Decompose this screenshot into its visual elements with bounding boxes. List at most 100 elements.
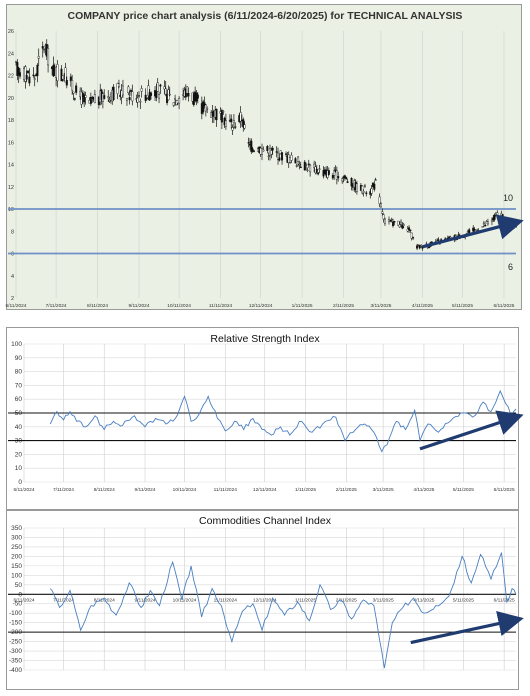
candle-body [72, 91, 75, 94]
candle-body [47, 48, 50, 66]
rsi-y-tick-label: 100 [11, 341, 22, 348]
candle-body [84, 95, 87, 98]
cci-y-tick-label: -250 [9, 639, 22, 646]
price-x-tick-label: 12/11/2024 [249, 303, 273, 309]
candle-body [298, 164, 301, 166]
candle-body [159, 84, 162, 87]
candle-body [502, 220, 505, 223]
cci-x-tick-label: 12/11/2024 [253, 597, 277, 603]
candle-body [381, 211, 384, 214]
candle-body [400, 221, 403, 225]
rsi-x-tick-label: 4/11/2025 [413, 487, 434, 493]
candle-body [202, 101, 205, 113]
candle-body [417, 244, 420, 246]
candle-body [232, 120, 235, 124]
candle-body [83, 94, 86, 103]
cci-x-tick-label: 3/11/2025 [373, 597, 394, 603]
cci-x-tick-label: 4/11/2025 [413, 597, 434, 603]
cci-y-tick-label: -100 [9, 610, 22, 617]
candle-body [493, 214, 496, 220]
candle-body [103, 95, 106, 99]
candle-body [89, 97, 92, 104]
candle-body [56, 64, 59, 81]
candle-body [150, 92, 153, 96]
cci-series-line [49, 552, 517, 669]
candle-body [155, 91, 158, 98]
price-x-tick-label: 1/11/2025 [292, 303, 313, 309]
candle-body [231, 127, 234, 131]
candle-body [251, 148, 254, 152]
candle-body [393, 221, 396, 223]
candle-body [168, 93, 171, 96]
candle-body [33, 78, 36, 80]
cci-y-tick-label: -400 [9, 667, 22, 674]
cci-x-tick-label: 7/11/2024 [53, 597, 74, 603]
candle-body [496, 212, 499, 216]
candle-body [303, 161, 306, 171]
candle-body [270, 150, 273, 155]
price-y-tick-label: 22 [8, 74, 14, 80]
support-level-label: 6 [508, 262, 514, 272]
candle-body [75, 85, 78, 93]
price-y-tick-label: 20 [8, 96, 14, 102]
cci-x-tick-label: 6/11/2024 [14, 597, 35, 603]
price-x-tick-label: 8/11/2024 [87, 303, 108, 309]
rsi-x-tick-label: 11/11/2024 [214, 487, 238, 493]
candle-body [140, 88, 143, 92]
candle-body [242, 119, 245, 128]
candle-body [60, 68, 63, 82]
candle-body [174, 98, 177, 100]
price-x-tick-label: 3/11/2025 [370, 303, 391, 309]
price-x-tick-label: 7/11/2024 [46, 303, 67, 309]
candle-body [343, 175, 346, 179]
candle-body [271, 147, 274, 151]
cci-y-tick-label: 200 [11, 553, 22, 560]
candle-body [410, 232, 413, 239]
cci-x-tick-label: 11/11/2024 [214, 597, 238, 603]
candle-body [275, 151, 278, 153]
candle-body [80, 92, 83, 105]
candle-body [313, 163, 316, 168]
rsi-y-tick-label: 60 [15, 396, 23, 403]
rsi-y-tick-label: 0 [18, 479, 22, 486]
candle-body [317, 172, 320, 175]
candle-body [365, 192, 368, 194]
candle-body [64, 67, 67, 83]
candle-body [318, 168, 321, 170]
rsi-x-tick-label: 2/11/2025 [336, 487, 357, 493]
cci-y-tick-label: -50 [13, 601, 23, 608]
cci-x-tick-label: 8/11/2024 [94, 597, 115, 603]
rsi-y-tick-label: 80 [15, 369, 23, 376]
candle-body [512, 226, 515, 228]
candle-body [69, 76, 72, 82]
candle-body [402, 224, 405, 226]
candle-body [408, 227, 411, 231]
candle-body [163, 86, 166, 90]
candle-body [486, 221, 489, 225]
candle-body [390, 218, 393, 221]
candle-body [52, 64, 55, 77]
candle-body [279, 150, 282, 154]
cci-y-tick-label: -150 [9, 620, 22, 627]
price-y-tick-label: 16 [8, 140, 14, 146]
rsi-series-line [49, 389, 517, 453]
candle-body [437, 239, 440, 241]
candle-body [345, 177, 348, 180]
cci-x-tick-label: 1/11/2025 [295, 597, 316, 603]
candle-body [277, 152, 280, 160]
candle-body [128, 97, 131, 101]
candle-body [116, 83, 119, 94]
candle-body [262, 149, 265, 152]
candle-body [121, 85, 124, 96]
rsi-x-tick-label: 12/11/2024 [253, 487, 277, 493]
candle-body [290, 154, 293, 161]
cci-x-tick-label: 5/11/2025 [453, 597, 474, 603]
cci-x-tick-label: 6/11/2025 [494, 597, 515, 603]
candle-body [307, 163, 310, 165]
candle-body [306, 169, 309, 172]
cci-y-tick-label: 50 [15, 582, 23, 589]
candle-body [108, 100, 111, 102]
candle-body [146, 97, 149, 99]
cci-y-tick-label: -350 [9, 658, 22, 665]
candle-body [127, 86, 130, 94]
